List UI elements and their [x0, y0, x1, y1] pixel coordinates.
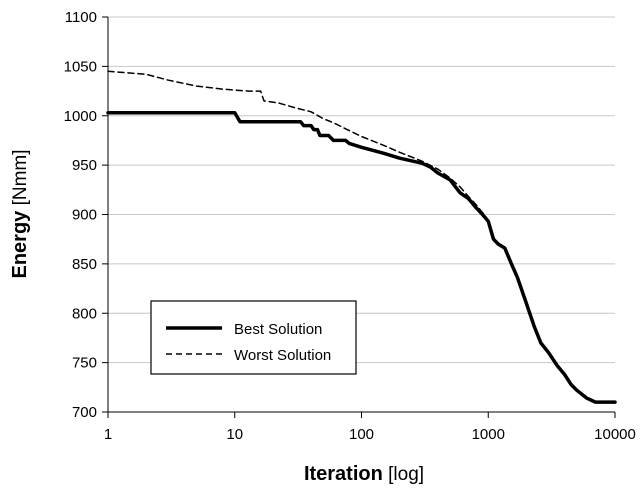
series-lines — [106, 70, 617, 404]
y-axis-title-main: Energy — [9, 210, 31, 279]
x-tick-label-1000: 1000 — [472, 426, 505, 443]
x-tick-label-100: 100 — [349, 426, 374, 443]
legend-label-worst-solution: Worst Solution — [234, 347, 331, 364]
x-axis-title-main: Iteration — [304, 463, 383, 485]
y-tick-label-750: 750 — [72, 355, 97, 372]
y-axis-title: Energy [Nmm] — [9, 149, 31, 278]
x-axis-title-unit: [log] — [383, 464, 424, 485]
y-tick-label-850: 850 — [72, 256, 97, 273]
axes: 700 750 800 850 900 950 1000 1050 1100 1 10 100 1000… — [64, 9, 636, 443]
x-tick-label-10000: 10000 — [594, 426, 636, 443]
y-tick-label-1100: 1100 — [65, 9, 97, 26]
y-tick-label-900: 900 — [72, 207, 97, 224]
y-axis-title-unit: [Nmm] — [10, 149, 31, 210]
x-tick-label-10: 10 — [226, 426, 243, 443]
y-tick-label-1050: 1050 — [64, 58, 97, 75]
y-tick-label-800: 800 — [72, 305, 97, 322]
x-tick-label-1: 1 — [104, 426, 112, 443]
legend-box — [150, 300, 357, 375]
legend-label-best-solution: Best Solution — [234, 321, 322, 338]
y-tick-label-950: 950 — [72, 157, 97, 174]
y-tick-label-700: 700 — [72, 404, 97, 421]
y-tick-label-1000: 1000 — [64, 108, 97, 125]
legend: Best Solution Worst Solution — [150, 300, 357, 375]
series-line-best-solution — [106, 111, 617, 404]
x-axis-title: Iteration [log] — [304, 463, 424, 485]
